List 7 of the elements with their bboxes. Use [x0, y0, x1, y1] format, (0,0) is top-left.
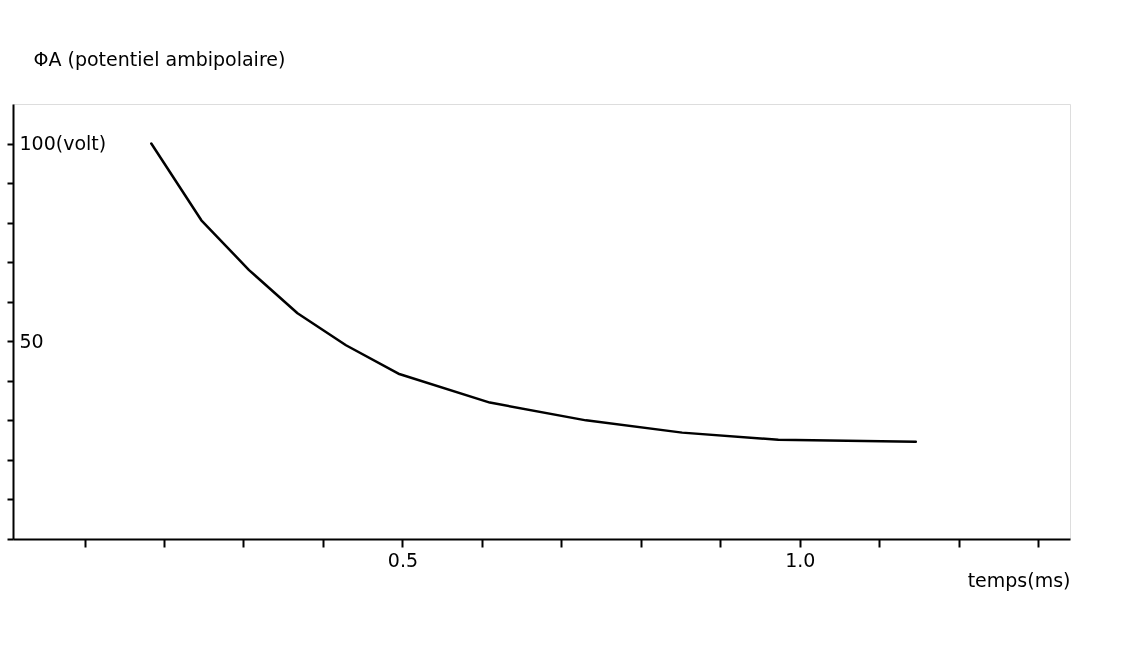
- line-series: [150, 142, 918, 443]
- y-tick-label: 100(volt): [19, 132, 107, 155]
- x-tick-label: 0.5: [387, 548, 419, 571]
- x-tick-label: 1.0: [785, 548, 816, 571]
- x-axis-title: temps(ms): [967, 568, 1071, 591]
- y-axis-title: ΦA (potentiel ambipolaire): [33, 47, 286, 70]
- y-tick-label: 50: [19, 329, 44, 352]
